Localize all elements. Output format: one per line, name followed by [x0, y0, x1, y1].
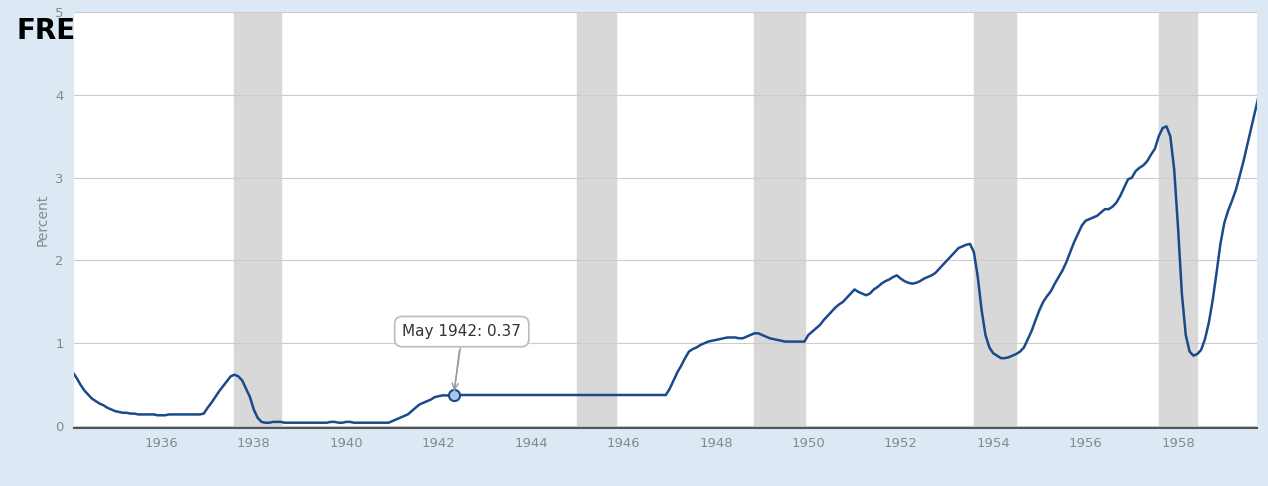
Bar — [235, 12, 280, 428]
Bar — [754, 12, 805, 428]
Text: May 1942: 0.37: May 1942: 0.37 — [402, 324, 521, 389]
Text: 3-Month Treasury Bill: Secondary Market Rate: 3-Month Treasury Bill: Secondary Market … — [155, 22, 534, 40]
Text: —: — — [136, 22, 153, 40]
Bar — [974, 12, 1016, 428]
Bar — [577, 12, 616, 428]
Y-axis label: Percent: Percent — [36, 194, 49, 246]
Text: FRED: FRED — [16, 17, 99, 45]
Bar — [1159, 12, 1197, 428]
